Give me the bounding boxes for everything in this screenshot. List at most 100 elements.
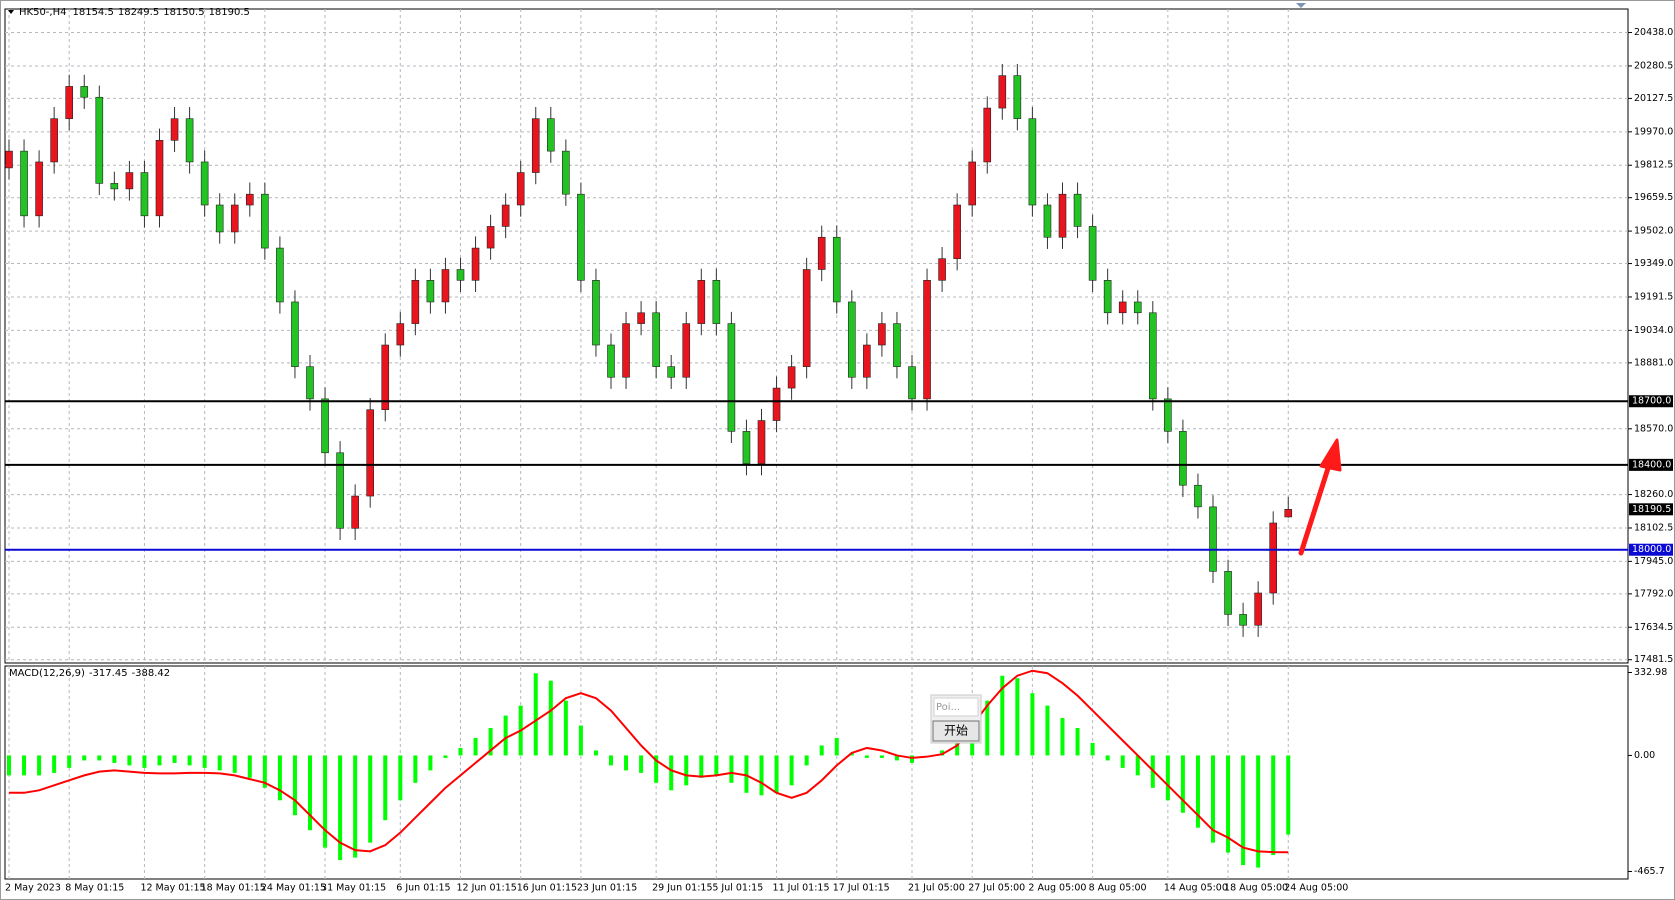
macd-bar [127, 755, 132, 766]
candle-body [727, 323, 736, 432]
macd-bar [654, 755, 659, 783]
macd-bar [172, 755, 177, 763]
menu-triangle[interactable] [8, 10, 14, 14]
x-tick-label: 17 Jul 01:15 [833, 883, 890, 894]
y-tick-label: 18881.0 [1634, 357, 1673, 368]
macd-bar [1090, 742, 1095, 756]
macd-bar [398, 755, 403, 801]
macd-bar [247, 755, 252, 778]
macd-name: MACD(12,26,9) [9, 668, 85, 679]
macd-signal: -388.42 [132, 668, 171, 679]
candle-body [817, 236, 826, 270]
x-tick-label: 24 Aug 05:00 [1284, 883, 1348, 894]
header-close: 18190.5 [209, 7, 250, 18]
macd-bar [7, 755, 11, 776]
macd-bar [142, 755, 147, 768]
level-label-box [1629, 543, 1673, 556]
macd-bar [443, 755, 448, 758]
macd-bar [308, 755, 312, 831]
y-tick-label: 19970.0 [1634, 126, 1673, 137]
candle-body [35, 161, 43, 217]
x-tick-label: 12 May 01:15 [140, 883, 205, 894]
candle-body [351, 495, 359, 529]
level-label: 18400.0 [1632, 459, 1671, 470]
macd-bar [533, 673, 538, 756]
price-label: 18190.5 [1632, 504, 1671, 515]
macd-bar [1226, 755, 1231, 853]
x-tick-label: 8 May 01:15 [65, 883, 124, 894]
macd-bar [112, 755, 117, 763]
macd-bar [428, 755, 433, 771]
candle-body [1043, 204, 1052, 238]
x-tick-label: 21 Jul 05:00 [908, 883, 965, 894]
candle-body [185, 118, 194, 163]
header-low: 18150.5 [163, 7, 204, 18]
macd-bar [1165, 755, 1170, 801]
candle-body [667, 366, 676, 378]
candle-body [847, 301, 856, 378]
macd-bar [684, 755, 689, 786]
candle-body [908, 366, 916, 400]
candle-body [697, 280, 706, 324]
candle-body [1149, 312, 1157, 400]
candle-body [381, 344, 390, 411]
level-label-box [1629, 395, 1673, 408]
candle-body [170, 118, 179, 141]
shift-marker [1296, 3, 1306, 8]
macd-bar [22, 755, 27, 776]
y-tick-label: 332.98 [1634, 667, 1667, 678]
y-tick-label: 17945.0 [1634, 556, 1673, 567]
candle-body [923, 280, 931, 400]
macd-bar [1045, 705, 1050, 756]
macd-bar [1241, 755, 1246, 866]
macd-bar [819, 745, 824, 756]
candle-body [562, 150, 570, 195]
y-tick-label: 17792.0 [1634, 588, 1673, 599]
y-tick-label: 17481.5 [1634, 654, 1673, 665]
y-tick-label: 17634.5 [1634, 622, 1673, 633]
macd-bar [262, 755, 267, 788]
macd-bar [639, 755, 644, 773]
x-tick-label: 8 Aug 05:00 [1089, 883, 1147, 894]
candle-body [607, 344, 615, 378]
macd-bar [1256, 755, 1261, 868]
candle-body [546, 118, 555, 152]
level-label: 18700.0 [1632, 396, 1671, 407]
y-tick-label: 19034.0 [1634, 325, 1673, 336]
candle-body [261, 193, 269, 249]
macd-bar [97, 755, 102, 761]
candle-body [65, 86, 73, 119]
candle-body [246, 193, 254, 206]
candle-body [832, 236, 841, 303]
candle-body [1118, 301, 1127, 314]
popup-button-text: 开始 [944, 724, 968, 738]
popup-input[interactable] [933, 697, 979, 717]
candle-body [336, 452, 344, 529]
macd-bar [669, 755, 674, 791]
macd-bar [864, 755, 869, 758]
macd-bar [413, 755, 418, 783]
candle-body [441, 269, 450, 303]
candle-body [486, 226, 495, 249]
popup-input-text: Poi... [936, 702, 960, 713]
popup-button[interactable] [932, 720, 980, 742]
y-tick-label: 18260.0 [1634, 489, 1673, 500]
macd-label: MACD(12,26,9) -317.45 -388.42 [9, 668, 170, 679]
macd-panel [4, 665, 1629, 880]
macd-bar [1105, 755, 1110, 761]
y-tick-label: 20280.5 [1634, 60, 1673, 71]
macd-bar [1195, 755, 1200, 828]
candle-body [276, 247, 284, 303]
y-tick-label: -465.7 [1634, 866, 1665, 877]
y-tick-label: 0.00 [1634, 750, 1655, 761]
candle-body [20, 150, 28, 217]
candle-body [953, 204, 961, 259]
candle-body [5, 150, 13, 169]
candle-body [772, 387, 781, 421]
candle-body [80, 86, 89, 98]
macd-bar [37, 755, 42, 776]
macd-bar [353, 755, 358, 858]
x-tick-label: 2 May 2023 [5, 883, 61, 894]
candle-body [712, 280, 721, 324]
